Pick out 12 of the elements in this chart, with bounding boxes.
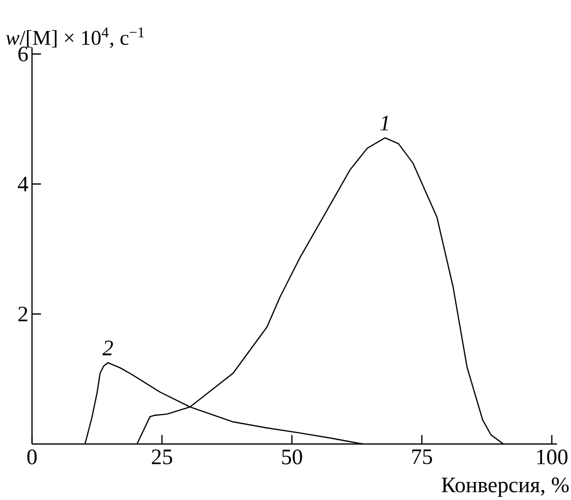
x-tick-label: 25: [152, 450, 172, 464]
y-tick-label: 6: [18, 46, 28, 62]
x-tick-label: 75: [412, 450, 432, 464]
series-label: 1: [380, 116, 388, 130]
y-tick-label: 2: [18, 306, 28, 322]
series-label: 2: [102, 340, 113, 356]
y-tick-label: 4: [18, 176, 28, 192]
x-tick-label: 50: [282, 450, 302, 464]
x-tick-label: 100: [537, 450, 568, 464]
y-axis-title: w/[M] × 10$^{4}$, c$^{−1}$: [6, 28, 144, 48]
x-axis-title: Конверсия, %: [442, 478, 569, 497]
x-tick-label: 0: [27, 450, 37, 464]
